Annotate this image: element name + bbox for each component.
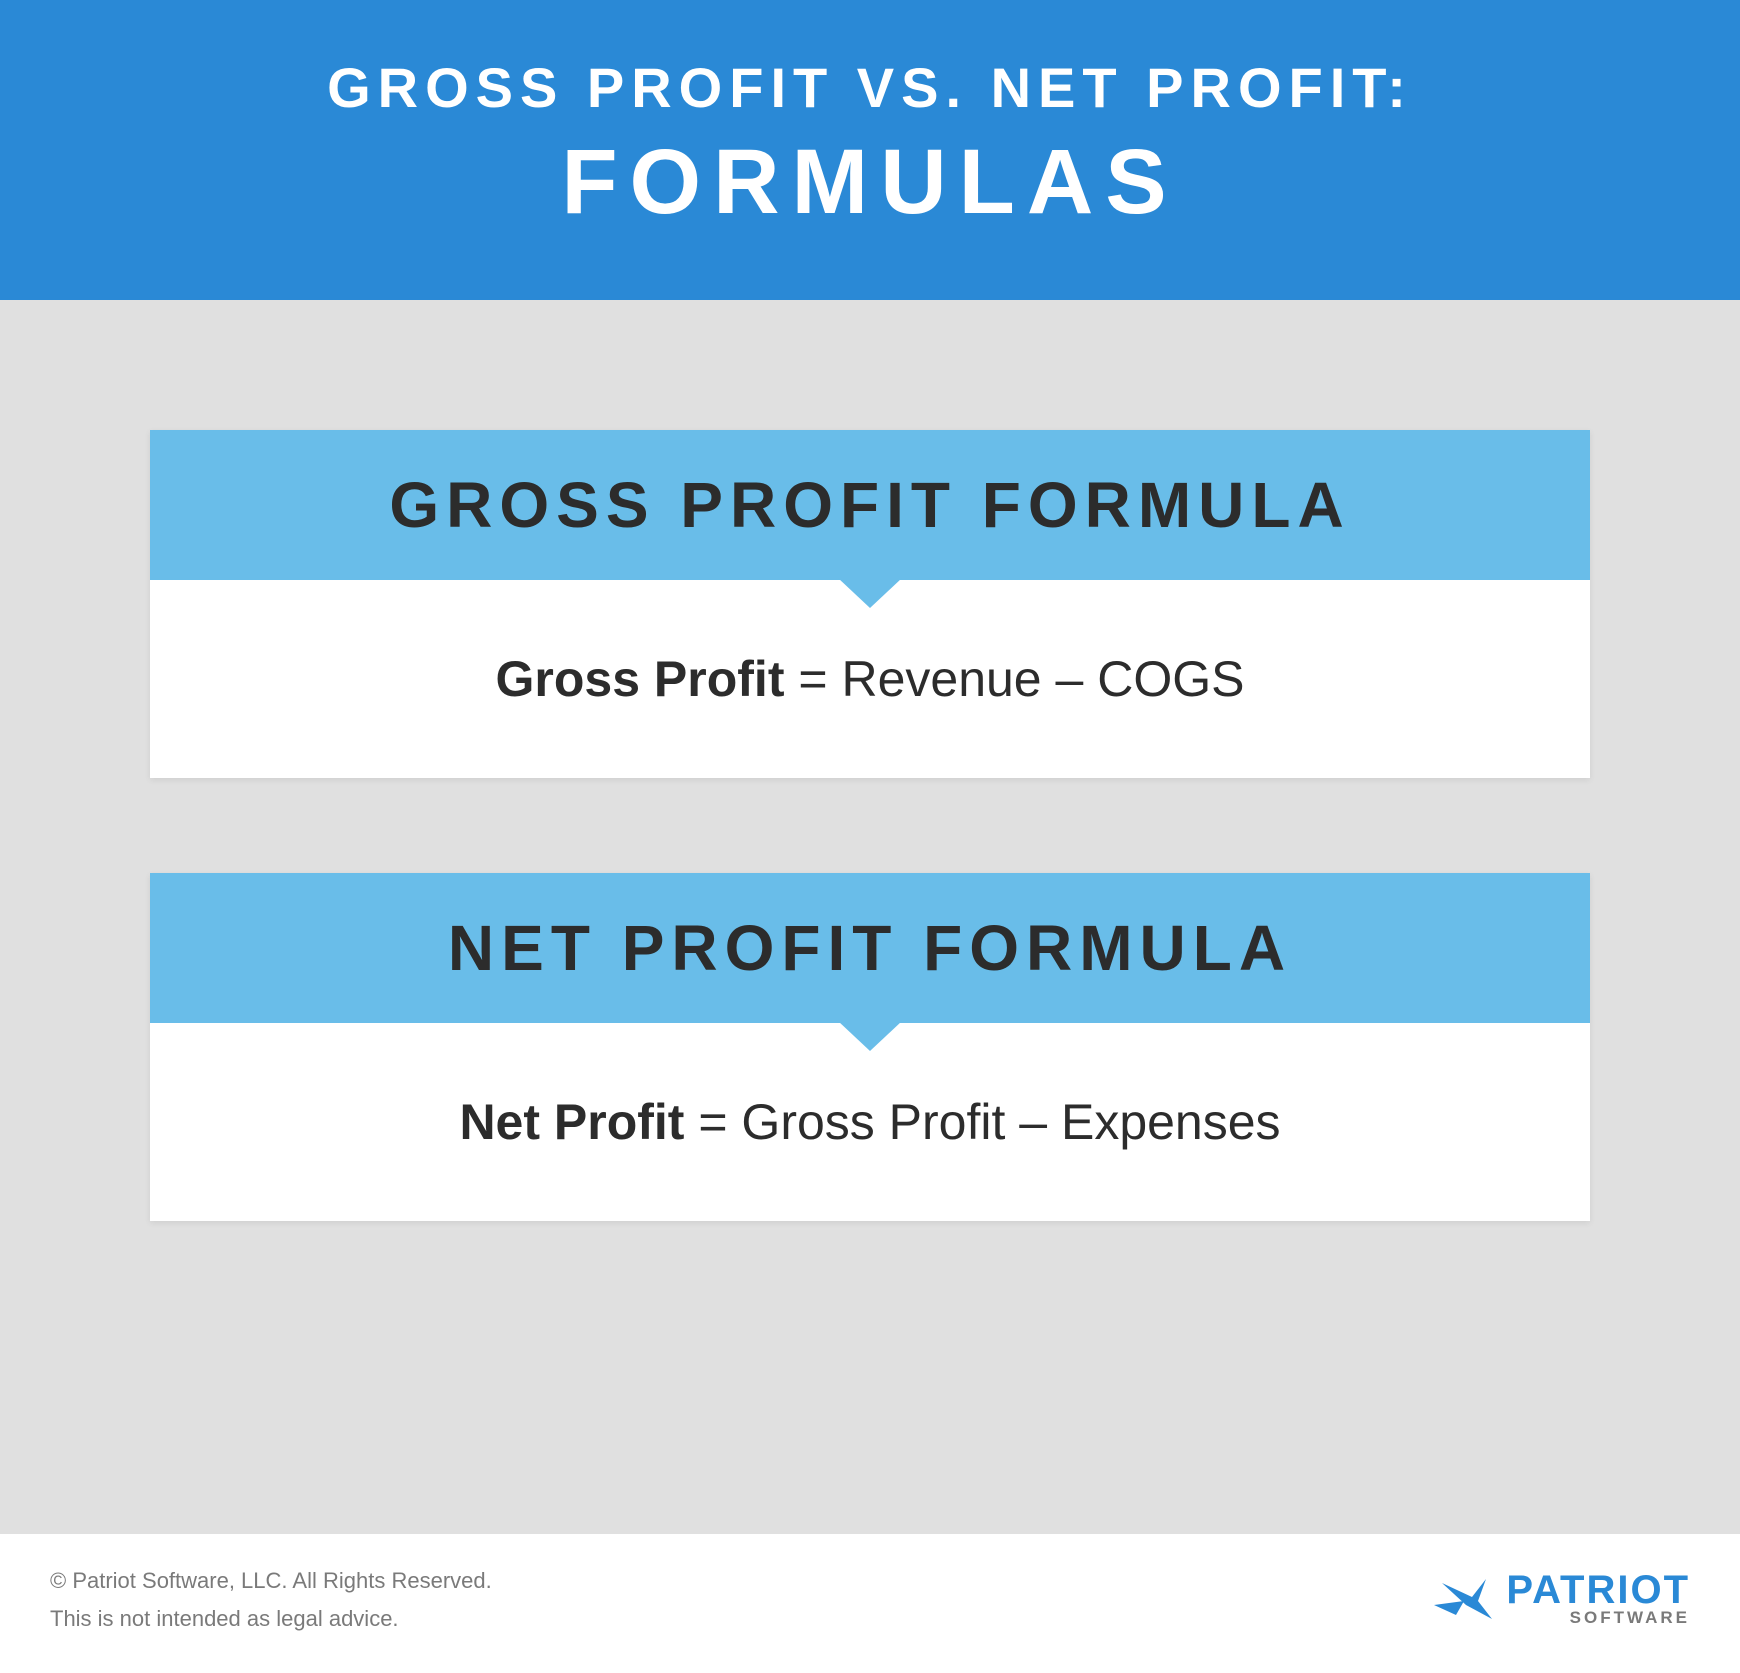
net-profit-card-title: NET PROFIT FORMULA [150, 873, 1590, 1023]
header-banner: GROSS PROFIT VS. NET PROFIT: FORMULAS [0, 0, 1740, 300]
footer: © Patriot Software, LLC. All Rights Rese… [0, 1534, 1740, 1673]
gross-profit-formula-term: Gross Profit [496, 651, 785, 707]
footer-disclaimer: This is not intended as legal advice. [50, 1600, 492, 1637]
header-subtitle: GROSS PROFIT VS. NET PROFIT: [0, 55, 1740, 120]
footer-copyright: © Patriot Software, LLC. All Rights Rese… [50, 1562, 492, 1599]
net-profit-formula-rest: = Gross Profit – Expenses [684, 1094, 1280, 1150]
patriot-logo-text: PATRIOT SOFTWARE [1506, 1572, 1690, 1628]
gross-profit-formula-rest: = Revenue – COGS [784, 651, 1244, 707]
footer-legal: © Patriot Software, LLC. All Rights Rese… [50, 1562, 492, 1637]
net-profit-formula: Net Profit = Gross Profit – Expenses [150, 1023, 1590, 1221]
net-profit-card: NET PROFIT FORMULA Net Profit = Gross Pr… [150, 873, 1590, 1221]
gross-profit-formula: Gross Profit = Revenue – COGS [150, 580, 1590, 778]
patriot-logo-main: PATRIOT [1506, 1572, 1690, 1608]
content-area: GROSS PROFIT FORMULA Gross Profit = Reve… [0, 300, 1740, 1534]
net-profit-formula-term: Net Profit [459, 1094, 684, 1150]
gross-profit-card-title: GROSS PROFIT FORMULA [150, 430, 1590, 580]
patriot-logo: PATRIOT SOFTWARE [1434, 1572, 1690, 1628]
gross-profit-card: GROSS PROFIT FORMULA Gross Profit = Reve… [150, 430, 1590, 778]
header-title: FORMULAS [0, 130, 1740, 235]
patriot-logo-icon [1434, 1575, 1494, 1625]
